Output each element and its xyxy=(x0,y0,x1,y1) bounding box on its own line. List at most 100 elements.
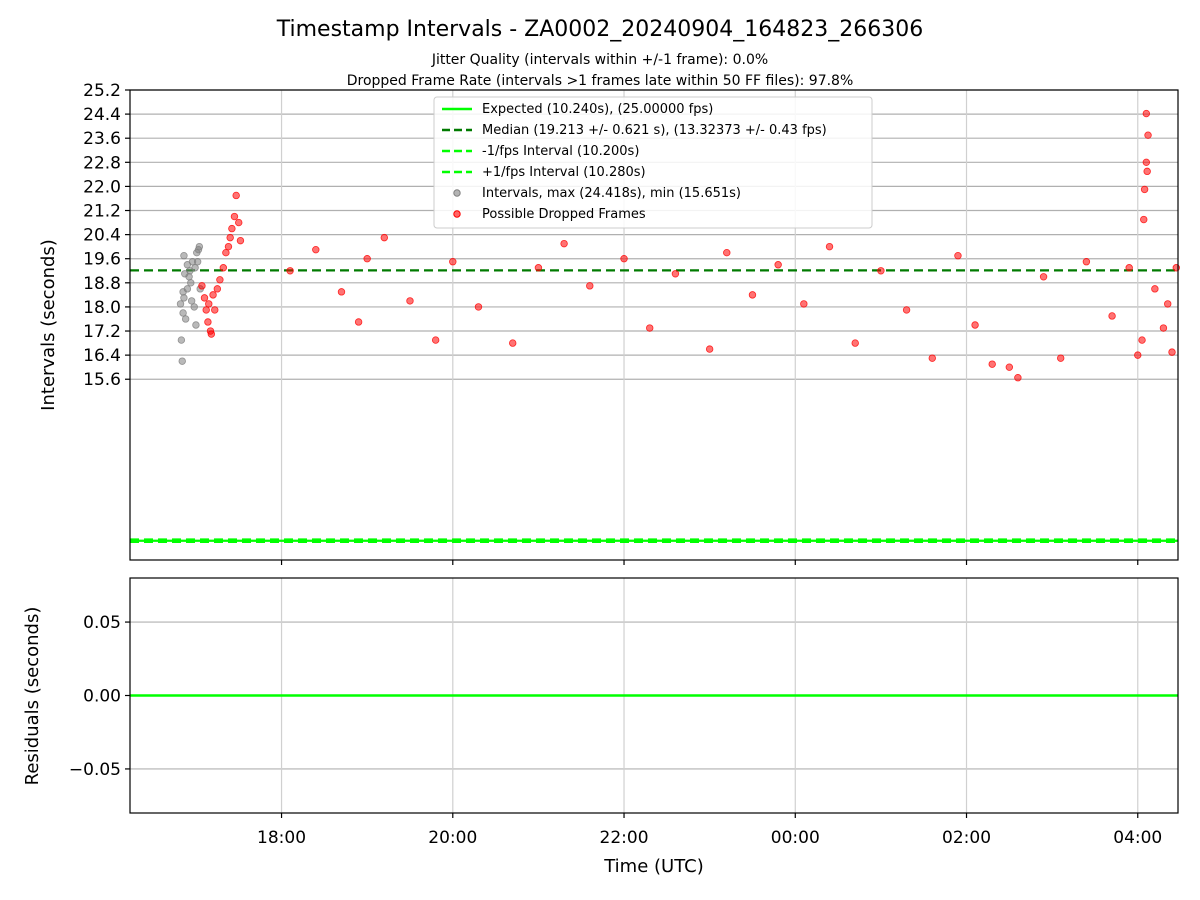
dropped-frame-point xyxy=(1056,354,1065,362)
interval-point xyxy=(183,285,192,293)
dropped-frame-point xyxy=(646,324,654,332)
dropped-frame-point xyxy=(1039,273,1048,281)
residuals-plot: 0.05 0.00 −0.05 18:00 20:00 22:00 00:00 02:00 0… xyxy=(22,577,1179,877)
dropped-frame-point xyxy=(851,339,859,347)
y-tick-label: 18.8 xyxy=(83,274,121,294)
dropped-frame-point xyxy=(363,255,371,263)
dropped-frame-point xyxy=(971,321,979,329)
dropped-frame-point xyxy=(431,336,440,344)
x-tick-label: 00:00 xyxy=(771,828,820,848)
y-tick-label: 21.2 xyxy=(83,202,121,222)
legend-item-expected: Expected (10.240s), (25.00000 fps) xyxy=(442,102,713,117)
dropped-frame-point xyxy=(1151,285,1159,293)
dropped-frame-point xyxy=(774,261,782,269)
dropped-frame-point xyxy=(800,300,808,308)
dropped-frame-point xyxy=(1142,158,1151,167)
interval-point xyxy=(180,252,188,260)
y-tick-label: 22.0 xyxy=(83,177,121,197)
y-tick-label: −0.05 xyxy=(69,760,121,780)
interval-point xyxy=(187,279,195,287)
x-axis-label: Time (UTC) xyxy=(603,856,704,877)
dropped-frame-point xyxy=(534,264,543,272)
x-tick-label: 20:00 xyxy=(428,828,477,848)
dropped-frame-point xyxy=(198,282,206,290)
dropped-frame-point xyxy=(1164,300,1172,308)
dropped-frame-point xyxy=(236,236,245,245)
dropped-frame-point xyxy=(671,270,680,278)
reference-lines xyxy=(130,269,1178,544)
dropped-frame-point xyxy=(1159,324,1168,332)
interval-point xyxy=(194,245,203,254)
chart-subtitle-jitter: Jitter Quality (intervals within +/-1 fr… xyxy=(431,52,768,68)
intervals-y-ticks: 25.2 24.4 23.6 22.8 22.0 21.2 20.4 19.6 18.8 18.0… xyxy=(83,81,130,390)
legend-label-expected: Expected (10.240s), (25.00000 fps) xyxy=(482,102,713,117)
interval-point xyxy=(179,309,187,317)
dropped-frame-point xyxy=(312,245,320,254)
chart-title: Timestamp Intervals - ZA0002_20240904_16… xyxy=(276,17,924,42)
dropped-frame-point xyxy=(354,318,363,326)
legend-label-intervals: Intervals, max (24.418s), min (15.651s) xyxy=(482,186,741,201)
dropped-frame-point xyxy=(474,303,483,311)
dropped-frame-point xyxy=(620,255,628,263)
dropped-frame-point xyxy=(1014,374,1022,382)
x-tick-label: 02:00 xyxy=(942,828,991,848)
dropped-frame-point xyxy=(705,345,714,353)
intervals-y-axis-label: Intervals (seconds) xyxy=(38,239,59,411)
legend-swatch-intervals xyxy=(453,189,461,197)
dropped-frame-point xyxy=(449,258,457,266)
y-tick-label: 22.8 xyxy=(83,153,121,173)
x-tick-label: 22:00 xyxy=(600,828,649,848)
legend-item-plus-one-fps: +1/fps Interval (10.280s) xyxy=(442,165,646,180)
legend-item-minus-one-fps: -1/fps Interval (10.200s) xyxy=(442,144,639,159)
interval-point xyxy=(193,258,202,266)
legend-item-dropped: Possible Dropped Frames xyxy=(453,207,646,222)
legend-label-plus-one-fps: +1/fps Interval (10.280s) xyxy=(482,165,646,180)
dropped-frame-point xyxy=(1143,167,1151,176)
y-tick-label: 24.4 xyxy=(83,105,121,125)
dropped-frame-point xyxy=(211,306,219,314)
dropped-frame-point xyxy=(200,294,209,302)
dropped-frame-point xyxy=(204,318,212,326)
y-tick-label: 25.2 xyxy=(83,81,121,101)
dropped-frame-point xyxy=(954,252,962,260)
dropped-frame-point xyxy=(928,354,936,362)
interval-point xyxy=(181,315,190,323)
dropped-frame-point xyxy=(825,242,834,251)
residuals-y-axis-label: Residuals (seconds) xyxy=(22,607,43,786)
chart-subtitle-dropped: Dropped Frame Rate (intervals >1 frames … xyxy=(347,73,854,89)
interval-point xyxy=(187,297,196,305)
dropped-frame-point xyxy=(1108,312,1116,320)
dropped-frame-point xyxy=(586,282,594,290)
interval-point xyxy=(191,264,199,272)
intervals-axes-frame xyxy=(129,89,1179,561)
y-tick-label: 18.0 xyxy=(83,298,121,318)
interval-point xyxy=(185,273,193,281)
legend: Expected (10.240s), (25.00000 fps) Media… xyxy=(433,96,873,229)
dropped-frame-point xyxy=(1005,363,1014,371)
legend-swatch-dropped xyxy=(453,210,461,218)
dropped-frame-point xyxy=(877,267,885,275)
dropped-frame-point xyxy=(1138,336,1146,344)
dropped-frame-point xyxy=(230,212,239,221)
dropped-frame-point xyxy=(902,306,911,314)
dropped-frame-point xyxy=(1125,264,1133,272)
dropped-frame-point xyxy=(1134,351,1142,359)
legend-item-intervals: Intervals, max (24.418s), min (15.651s) xyxy=(453,186,741,201)
dropped-frame-point xyxy=(235,218,243,227)
y-tick-label: 17.2 xyxy=(83,322,121,342)
dropped-frame-point xyxy=(232,191,240,200)
residuals-y-ticks: 0.05 0.00 −0.05 xyxy=(69,613,130,780)
dropped-frame-point xyxy=(1140,215,1148,224)
interval-point xyxy=(177,336,186,344)
x-tick-label: 18:00 xyxy=(257,828,306,848)
dropped-frame-point xyxy=(1082,258,1091,266)
dropped-frame-point xyxy=(286,267,294,275)
dropped-frame-point xyxy=(1168,348,1176,356)
y-tick-label: 15.6 xyxy=(83,370,121,390)
dropped-frame-point xyxy=(337,288,346,296)
dropped-frame-point xyxy=(207,330,216,338)
dropped-frame-point xyxy=(209,291,217,299)
dropped-frame-point xyxy=(202,306,210,314)
dropped-frame-point xyxy=(213,285,222,293)
